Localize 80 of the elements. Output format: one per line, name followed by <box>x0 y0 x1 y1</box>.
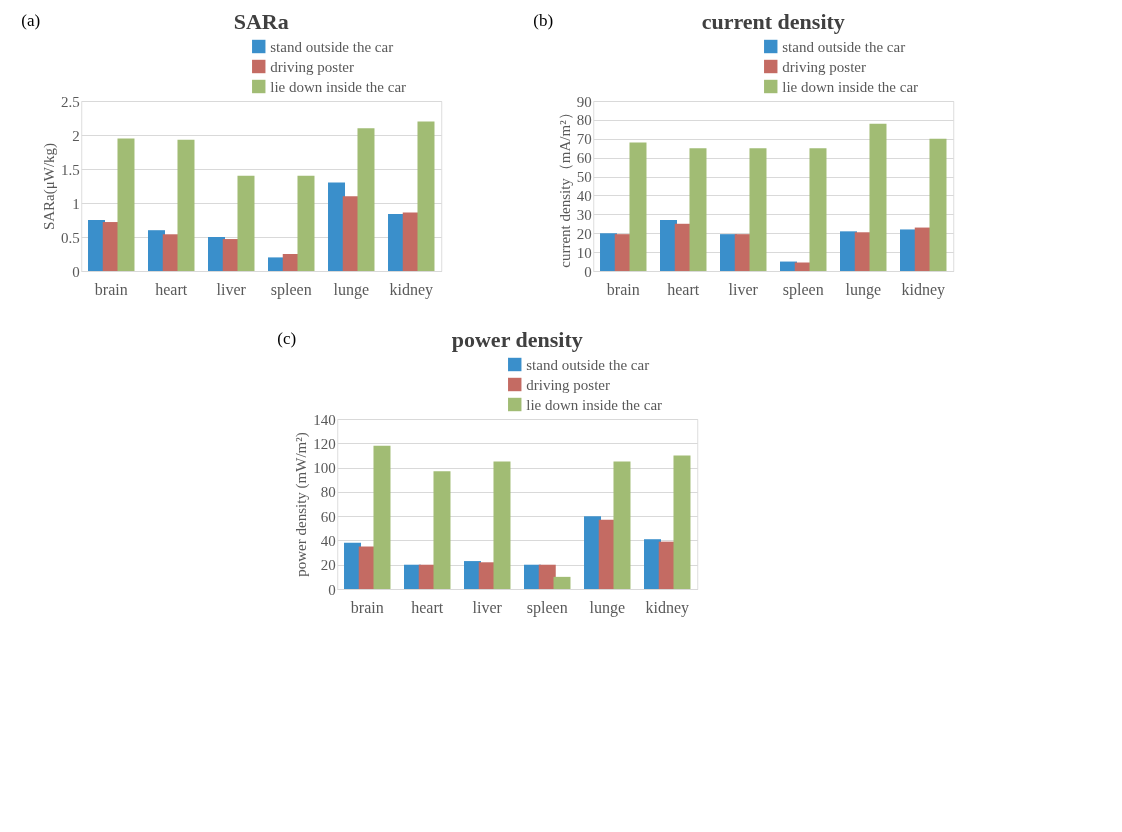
y-tick-label: 0 <box>584 263 592 280</box>
y-axis-title: SARa(μW/kg) <box>41 142 58 231</box>
y-tick-label: 2 <box>72 127 80 144</box>
chart-title: SARa <box>233 9 289 34</box>
y-tick-label: 140 <box>313 411 336 428</box>
x-tick-label: liver <box>728 280 759 298</box>
text: (b) <box>533 11 554 30</box>
bar <box>689 148 707 271</box>
y-tick-label: 30 <box>576 206 592 223</box>
x-tick-label: heart <box>667 280 700 298</box>
bar <box>538 564 556 589</box>
bar <box>629 142 647 271</box>
bar <box>553 576 571 589</box>
y-tick-label: 80 <box>576 112 592 129</box>
y-tick-label: 1 <box>72 195 80 212</box>
bar <box>929 138 947 271</box>
y-tick-label: 2.5 <box>61 93 80 110</box>
y-tick-label: 20 <box>320 557 336 574</box>
y-tick-label: 50 <box>576 169 592 186</box>
x-tick-label: lunge <box>589 598 626 617</box>
y-tick-label: 60 <box>576 150 592 167</box>
x-tick-label: kidney <box>645 598 690 617</box>
bar <box>117 138 135 271</box>
legend-label: lie down inside the car <box>782 78 919 95</box>
text: (c) <box>277 329 297 348</box>
y-tick-label: 120 <box>313 435 336 452</box>
x-tick-label: kidney <box>901 280 946 299</box>
legend-label: stand outside the car <box>270 38 394 55</box>
legend-label: driving poster <box>782 58 866 75</box>
x-tick-label: kidney <box>389 280 434 299</box>
x-tick-label: lunge <box>845 280 882 299</box>
y-tick-label: 40 <box>320 532 336 549</box>
x-tick-label: brain <box>606 280 640 298</box>
legend-label: driving poster <box>526 376 610 393</box>
y-tick-label: 10 <box>576 244 592 261</box>
x-tick-label: heart <box>411 598 444 616</box>
y-tick-label: 40 <box>576 187 592 204</box>
y-tick-label: 0 <box>72 263 80 280</box>
x-tick-label: liver <box>216 280 247 298</box>
bar <box>433 471 451 589</box>
y-tick-label: 100 <box>313 460 336 477</box>
bar <box>613 461 631 589</box>
y-tick-label: 80 <box>320 484 336 501</box>
legend-label: lie down inside the car <box>270 78 407 95</box>
chart-title: current density <box>701 9 845 34</box>
bar <box>297 175 315 271</box>
bar <box>869 123 887 271</box>
y-tick-label: 1.5 <box>61 161 80 178</box>
bar <box>673 455 691 589</box>
bar <box>177 139 195 271</box>
y-axis-title: current density（mA/m²） <box>556 105 573 268</box>
bar <box>417 121 435 271</box>
y-axis-title: power density (mW/m²) <box>293 432 311 577</box>
bar <box>328 182 346 271</box>
x-tick-label: heart <box>155 280 188 298</box>
x-tick-label: spleen <box>270 280 312 299</box>
legend-label: driving poster <box>270 58 354 75</box>
y-tick-label: 0.5 <box>61 229 80 246</box>
x-tick-label: lunge <box>333 280 370 299</box>
bar <box>493 461 511 589</box>
bar <box>357 128 375 271</box>
legend-label: stand outside the car <box>782 38 906 55</box>
y-tick-label: 20 <box>576 225 592 242</box>
x-tick-label: brain <box>94 280 128 298</box>
x-tick-label: spleen <box>782 280 824 299</box>
x-tick-label: liver <box>472 598 503 616</box>
y-tick-label: 90 <box>576 93 592 110</box>
bar <box>809 148 827 271</box>
bar <box>749 148 767 271</box>
x-tick-label: spleen <box>526 598 568 617</box>
legend-label: stand outside the car <box>526 356 650 373</box>
x-tick-label: brain <box>350 598 384 616</box>
bar <box>373 445 391 589</box>
y-tick-label: 70 <box>576 131 592 148</box>
y-tick-label: 0 <box>328 581 336 598</box>
y-tick-label: 60 <box>320 508 336 525</box>
chart-title: power density <box>451 327 583 352</box>
bar <box>237 175 255 271</box>
text: (a) <box>21 11 41 30</box>
legend-label: lie down inside the car <box>526 396 663 413</box>
